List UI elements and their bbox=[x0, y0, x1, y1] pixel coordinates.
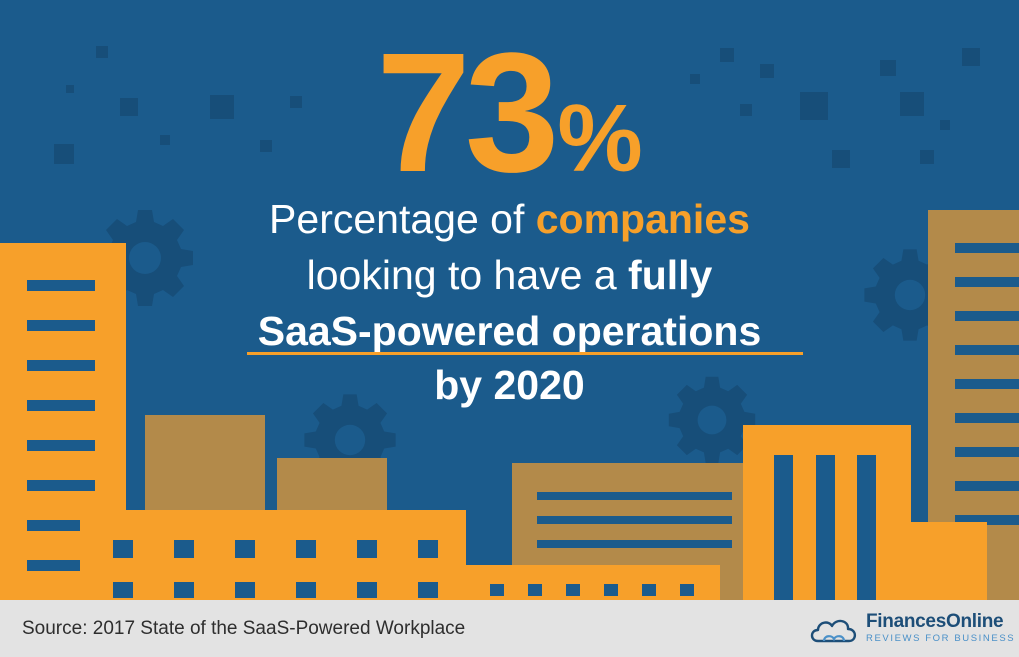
brand-tagline: REVIEWS FOR BUSINESS bbox=[866, 633, 1016, 644]
financesonline-logo[interactable]: FinancesOnline REVIEWS FOR BUSINESS bbox=[808, 611, 1014, 649]
building-front-low bbox=[80, 510, 720, 600]
building-right-orange bbox=[743, 425, 987, 600]
city-background bbox=[0, 0, 1019, 600]
source-citation: Source: 2017 State of the SaaS-Powered W… bbox=[22, 618, 466, 639]
pixel-squares bbox=[54, 46, 980, 168]
brand-name: FinancesOnline bbox=[866, 611, 1004, 632]
cloud-logo-icon bbox=[810, 619, 857, 643]
footer-bar: Source: 2017 State of the SaaS-Powered W… bbox=[0, 600, 1019, 657]
